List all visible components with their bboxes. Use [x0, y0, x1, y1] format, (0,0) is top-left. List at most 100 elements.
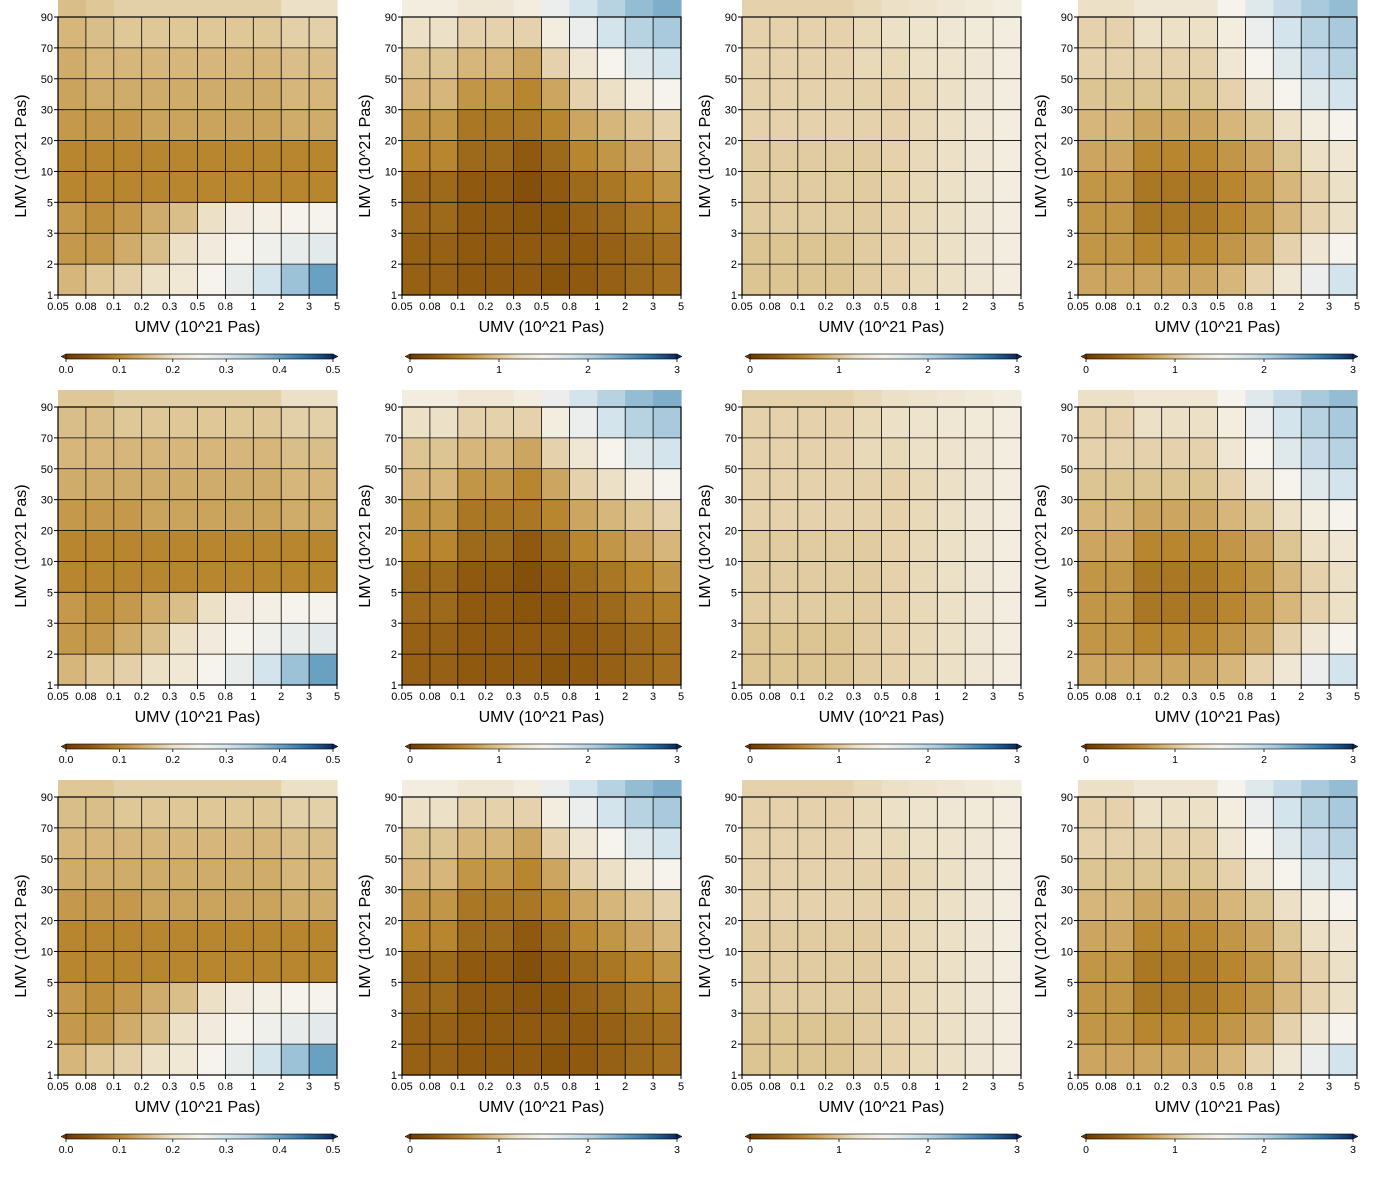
heatmap-cell — [597, 1044, 626, 1076]
y-tick-label: 5 — [47, 197, 53, 209]
heatmap-cell — [1301, 858, 1330, 891]
colorbar-high-arrow — [1352, 353, 1359, 360]
heatmap-cell — [569, 171, 598, 203]
heatmap-cell — [1273, 951, 1302, 983]
heatmap-cell — [253, 623, 282, 655]
y-tick-label: 20 — [385, 136, 397, 148]
heatmap-cell — [1189, 17, 1219, 49]
heatmap-cell — [541, 780, 570, 798]
x-tick-label: 3 — [1326, 301, 1332, 313]
y-tick-label: 2 — [1067, 649, 1073, 661]
heatmap-cell — [141, 982, 171, 1014]
heatmap-cell — [402, 47, 431, 80]
x-tick-label: 0.3 — [162, 1081, 177, 1093]
heatmap-cell — [197, 827, 226, 860]
x-tick-label: 0.08 — [75, 691, 96, 703]
colorbar-low-arrow — [60, 743, 67, 750]
heatmap-cell — [965, 951, 994, 983]
x-tick-label: 0.8 — [1238, 1081, 1253, 1093]
heatmap-cell — [85, 920, 115, 953]
heatmap-cell — [1078, 47, 1107, 80]
heatmap-cell — [769, 109, 799, 142]
y-tick-label: 90 — [1061, 792, 1073, 804]
y-tick-label: 30 — [385, 105, 397, 117]
heatmap-cell — [965, 1013, 994, 1045]
heatmap-cell — [1301, 561, 1330, 593]
heatmap-cell — [225, 592, 254, 624]
heatmap-cell — [85, 171, 115, 203]
heatmap-cell — [197, 390, 226, 408]
heatmap-cell — [402, 202, 431, 234]
heatmap-cell — [1245, 109, 1274, 142]
colorbar-tick-label: 0.1 — [112, 1144, 127, 1156]
y-tick-label: 50 — [1061, 464, 1073, 476]
heatmap-cell — [169, 499, 199, 532]
heatmap-cell — [197, 889, 226, 922]
heatmap-cell — [141, 889, 171, 922]
colorbar — [65, 1133, 334, 1140]
heatmap-cell — [281, 390, 310, 408]
heatmap-cell — [485, 468, 515, 501]
heatmap-cell — [197, 920, 226, 953]
heatmap-cell — [993, 858, 1022, 891]
heatmap-cell — [513, 982, 543, 1014]
heatmap-cell — [853, 0, 883, 18]
heatmap-cell — [1078, 623, 1107, 655]
heatmap-cell — [541, 109, 570, 142]
heatmap-cell — [1161, 920, 1191, 953]
heatmap-cell — [1189, 407, 1219, 439]
heatmap-cell — [1217, 858, 1246, 891]
heatmap-cell — [1217, 1044, 1246, 1076]
colorbar-low-arrow — [404, 353, 411, 360]
heatmap-cell — [1329, 530, 1358, 563]
heatmap-cell — [58, 951, 87, 983]
heatmap-cell — [853, 109, 883, 142]
heatmap-cell — [825, 858, 855, 891]
x-tick-label: 0.05 — [47, 1081, 68, 1093]
heatmap-cell — [457, 1044, 487, 1076]
heatmap-cell — [281, 17, 310, 49]
heatmap-cell — [141, 827, 171, 860]
heatmap-cell — [1329, 390, 1358, 408]
heatmap-cell — [1161, 17, 1191, 49]
heatmap-cell — [653, 1044, 682, 1076]
y-tick-label: 5 — [1067, 197, 1073, 209]
heatmap-cell — [769, 858, 799, 891]
heatmap-cell — [113, 561, 143, 593]
y-tick-label: 10 — [385, 166, 397, 178]
gridlines — [58, 797, 337, 1075]
colorbar-high-arrow — [676, 353, 683, 360]
heatmap-cell — [429, 561, 459, 593]
x-tick-label: 0.05 — [731, 301, 752, 313]
heatmap-cell — [169, 780, 199, 798]
heatmap-cell — [853, 827, 883, 860]
heatmap-cell — [1105, 0, 1135, 18]
colorbar-tick-label: 3 — [1350, 754, 1356, 766]
heatmap-cell — [993, 530, 1022, 563]
heatmap-cell — [513, 233, 543, 265]
heatmap-cell — [625, 827, 654, 860]
heatmap-cell — [541, 407, 570, 439]
heatmap-cell — [1273, 827, 1302, 860]
heatmap-cell — [1133, 1044, 1163, 1076]
heatmap-cell — [881, 920, 910, 953]
heatmap-cell — [513, 951, 543, 983]
heatmap-cells — [742, 0, 1022, 296]
heatmap-cell — [825, 202, 855, 234]
heatmap-cell — [141, 561, 171, 593]
colorbar-tick-label: 3 — [1350, 1144, 1356, 1156]
heatmap-cell — [825, 623, 855, 655]
heatmap-cell — [1078, 437, 1107, 470]
heatmap-cell — [402, 437, 431, 470]
heatmap-cell — [253, 78, 282, 111]
heatmap-cell — [1105, 1044, 1135, 1076]
colorbar-tick-label: 1 — [836, 364, 842, 376]
x-tick-label: 0.05 — [47, 691, 68, 703]
y-axis-label: LMV (10^21 Pas) — [1033, 94, 1050, 217]
colorbar-tick-label: 2 — [1261, 1144, 1267, 1156]
x-axis-label: UMV (10^21 Pas) — [479, 319, 605, 336]
heatmap-cell — [58, 827, 87, 860]
heatmap-cell — [625, 951, 654, 983]
y-tick-label: 2 — [391, 1039, 397, 1051]
x-tick-label: 0.8 — [1238, 301, 1253, 313]
